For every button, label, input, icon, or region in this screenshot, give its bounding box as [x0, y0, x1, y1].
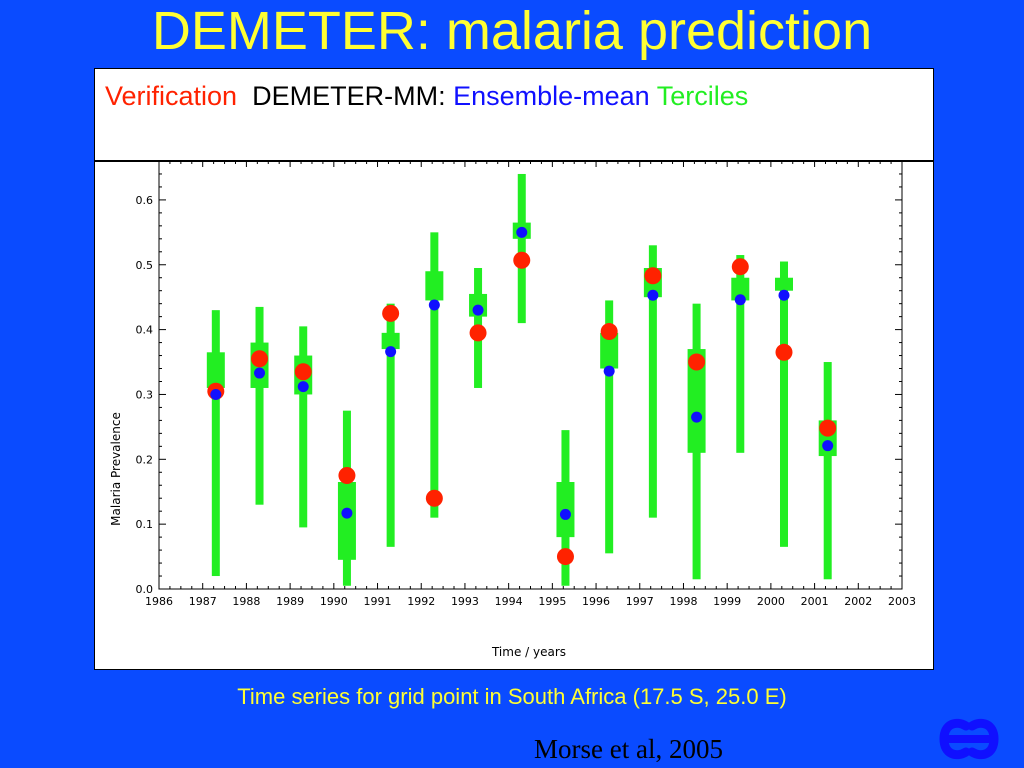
x-tick-label: 1987: [189, 595, 217, 608]
ecmwf-logo-icon: [939, 718, 999, 760]
ensemble-mean-point: [472, 304, 484, 316]
figure-caption: Time series for grid point in South Afri…: [237, 684, 787, 709]
tercile-box: [206, 352, 225, 388]
verification-point: [251, 350, 269, 368]
ensemble-mean-point: [647, 289, 659, 301]
x-tick-label: 1986: [145, 595, 173, 608]
x-axis-label: Time / years: [491, 645, 566, 659]
ensemble-mean-point: [385, 346, 397, 358]
verification-point: [338, 467, 356, 485]
y-tick-label: 0.5: [136, 259, 154, 272]
legend-terciles: Terciles: [656, 81, 749, 111]
x-tick-label: 1988: [232, 595, 260, 608]
tercile-box: [381, 332, 400, 350]
verification-point: [775, 343, 793, 361]
verification-point: [513, 251, 531, 269]
ensemble-mean-point: [254, 367, 266, 379]
chart-panel: Verification DEMETER-MM: Ensemble-mean T…: [94, 68, 934, 670]
verification-point: [644, 267, 662, 285]
tercile-whisker: [779, 261, 788, 547]
x-tick-label: 1999: [713, 595, 741, 608]
tercile-whisker: [430, 232, 439, 518]
citation: Morse et al, 2005: [534, 734, 723, 764]
tercile-whisker: [299, 326, 308, 528]
x-tick-label: 2003: [888, 595, 916, 608]
legend-model-name: DEMETER-MM:: [252, 81, 446, 111]
ensemble-mean-point: [516, 226, 528, 238]
y-tick-label: 0.1: [136, 518, 154, 531]
tercile-box: [337, 482, 356, 560]
x-tick-label: 2001: [801, 595, 829, 608]
verification-point: [469, 324, 487, 342]
x-tick-label: 1989: [276, 595, 304, 608]
verification-point: [425, 489, 443, 507]
page-title: DEMETER: malaria prediction: [151, 1, 873, 61]
x-tick-label: 1998: [669, 595, 697, 608]
tercile-box: [774, 277, 793, 291]
y-axis-label: Malaria Prevalence: [109, 412, 123, 526]
ensemble-mean-point: [210, 388, 222, 400]
malaria-chart: 1986 1987 1988 1989 1990 1991 1992 1993 1994 1995…: [109, 162, 916, 659]
x-tick-label: 1996: [582, 595, 610, 608]
verification-point: [731, 258, 749, 276]
chart-legend: Verification DEMETER-MM: Ensemble-mean T…: [95, 69, 933, 162]
tercile-whisker: [211, 310, 220, 577]
x-tick-label: 1994: [495, 595, 523, 608]
tercile-box: [731, 277, 750, 301]
tercile-whisker: [648, 245, 657, 518]
tercile-whisker: [255, 306, 264, 505]
x-tick-label: 1991: [364, 595, 392, 608]
legend-verification: Verification: [105, 81, 238, 111]
x-tick-label: 1993: [451, 595, 479, 608]
ensemble-mean-point: [297, 381, 309, 393]
ensemble-mean-point: [428, 299, 440, 311]
y-tick-label: 0.3: [136, 388, 154, 401]
tercile-whisker: [823, 362, 832, 580]
legend-text: Verification DEMETER-MM: Ensemble-mean T…: [105, 81, 748, 112]
tercile-whisker: [605, 300, 614, 554]
tercile-box: [600, 332, 619, 369]
tercile-whisker: [517, 173, 526, 324]
y-tick-label: 0.2: [136, 453, 154, 466]
ensemble-mean-point: [822, 440, 834, 452]
x-tick-label: 2002: [844, 595, 872, 608]
ensemble-mean-point: [778, 289, 790, 301]
ensemble-mean-point: [691, 411, 703, 423]
ensemble-mean-point: [559, 508, 571, 520]
tercile-whisker: [736, 255, 745, 453]
ensemble-mean-point: [603, 365, 615, 377]
verification-point: [819, 419, 837, 437]
verification-point: [688, 353, 706, 371]
tercile-whisker: [386, 303, 395, 547]
ensemble-mean-point: [734, 294, 746, 306]
verification-point: [556, 548, 574, 566]
x-tick-label: 1997: [626, 595, 654, 608]
ensemble-mean-point: [341, 507, 353, 519]
x-tick-label: 1992: [407, 595, 435, 608]
x-tick-label: 2000: [757, 595, 785, 608]
y-tick-label: 0.6: [136, 194, 154, 207]
legend-ensemble-mean: Ensemble-mean: [453, 81, 650, 111]
verification-point: [294, 363, 312, 381]
y-tick-label: 0.0: [136, 583, 154, 596]
y-tick-label: 0.4: [136, 324, 154, 337]
verification-point: [600, 323, 618, 341]
verification-point: [382, 304, 400, 322]
tercile-box: [425, 271, 444, 301]
tercile-box: [687, 349, 706, 453]
x-tick-label: 1990: [320, 595, 348, 608]
x-tick-label: 1995: [538, 595, 566, 608]
